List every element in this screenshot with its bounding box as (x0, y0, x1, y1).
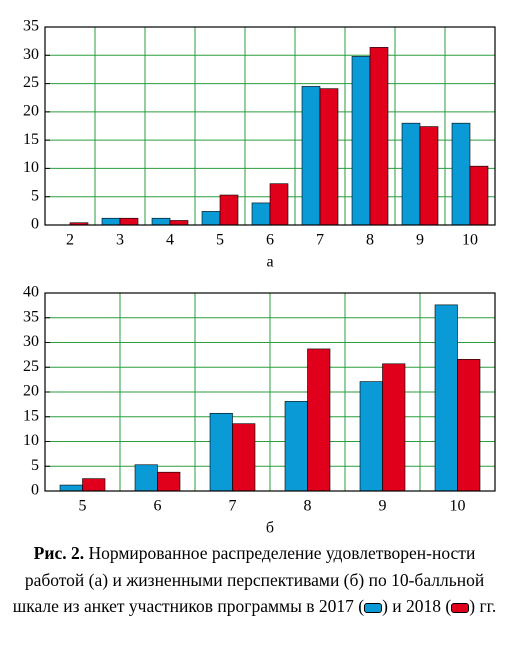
y-tick-label: 5 (31, 457, 39, 474)
legend-swatch (451, 602, 470, 613)
y-tick-label: 15 (23, 407, 39, 424)
x-tick-label: 10 (462, 232, 478, 249)
y-tick-label: 40 (23, 284, 39, 301)
legend-swatch (364, 602, 383, 613)
plot-frame (44, 292, 496, 492)
y-tick-label: 25 (23, 358, 39, 375)
caption-and: и (392, 596, 402, 616)
x-axis-label: а (266, 254, 273, 271)
paren: ( (445, 596, 452, 616)
x-tick-label: 5 (216, 232, 224, 249)
y-tick-label: 35 (23, 308, 39, 325)
y-tick-label: 35 (23, 18, 39, 35)
y-tick-label: 20 (23, 383, 39, 400)
bar (269, 183, 289, 226)
bar (457, 359, 481, 492)
y-tick-label: 0 (31, 216, 39, 233)
caption-end: гг. (479, 596, 497, 616)
y-tick-label: 25 (23, 74, 39, 91)
charts: 0 5 10 15 20 25 30 35 2 3 4 5 6 7 8 9 10 а 0 5 10 15 20 25 30 35 4… (23, 18, 496, 537)
bar (59, 484, 83, 492)
plot-frame (44, 26, 496, 226)
bar (451, 122, 471, 226)
bar (319, 88, 339, 226)
y-tick-label: 30 (23, 46, 39, 63)
bar (359, 381, 383, 492)
bar (469, 165, 489, 226)
y-tick-label: 15 (23, 131, 39, 148)
x-tick-label: 9 (379, 498, 387, 515)
x-tick-label: 4 (166, 232, 174, 249)
bar (134, 464, 158, 492)
x-tick-label: 7 (229, 498, 237, 515)
y-tick-label: 0 (31, 482, 39, 499)
paren: ) (382, 596, 388, 616)
y-tick-label: 30 (23, 333, 39, 350)
x-axis-label: б (266, 520, 274, 537)
caption-text: Нормированное распределение удовлетворен… (12, 543, 485, 616)
x-tick-label: 10 (450, 498, 466, 515)
paren: ( (358, 596, 365, 616)
bar (119, 217, 139, 226)
bar (219, 194, 239, 226)
x-tick-label: 3 (116, 232, 124, 249)
bar (209, 412, 233, 492)
x-tick-label: 6 (154, 498, 162, 515)
paren: ) (469, 596, 476, 616)
x-tick-label: 9 (416, 232, 424, 249)
bar (382, 363, 406, 492)
bar (284, 401, 308, 492)
bar (351, 56, 371, 226)
bar (157, 471, 181, 492)
bar (251, 202, 271, 226)
y-tick-label: 20 (23, 103, 39, 120)
bar (434, 304, 458, 492)
bar (232, 423, 256, 492)
y-tick-label: 10 (23, 159, 39, 176)
bar (201, 211, 221, 226)
bar (301, 86, 321, 226)
caption-label: Рис. 2. (33, 543, 85, 563)
x-tick-label: 8 (366, 232, 374, 249)
bar (169, 220, 189, 226)
legend-name: 2017 (318, 596, 354, 616)
y-tick-label: 5 (31, 187, 39, 204)
x-tick-label: 5 (79, 498, 87, 515)
x-tick-label: 6 (266, 232, 274, 249)
bar (307, 348, 331, 492)
x-tick-label: 2 (66, 232, 74, 249)
bar (151, 217, 171, 226)
x-tick-label: 8 (304, 498, 312, 515)
bar (419, 126, 439, 226)
bar (401, 122, 421, 226)
y-tick-label: 10 (23, 432, 39, 449)
legend-name: 2018 (406, 596, 442, 616)
bar (82, 478, 106, 492)
bar (369, 47, 389, 226)
bar (101, 217, 121, 226)
caption: Рис. 2. Нормированное распределение удов… (10, 540, 499, 620)
x-tick-label: 7 (316, 232, 324, 249)
